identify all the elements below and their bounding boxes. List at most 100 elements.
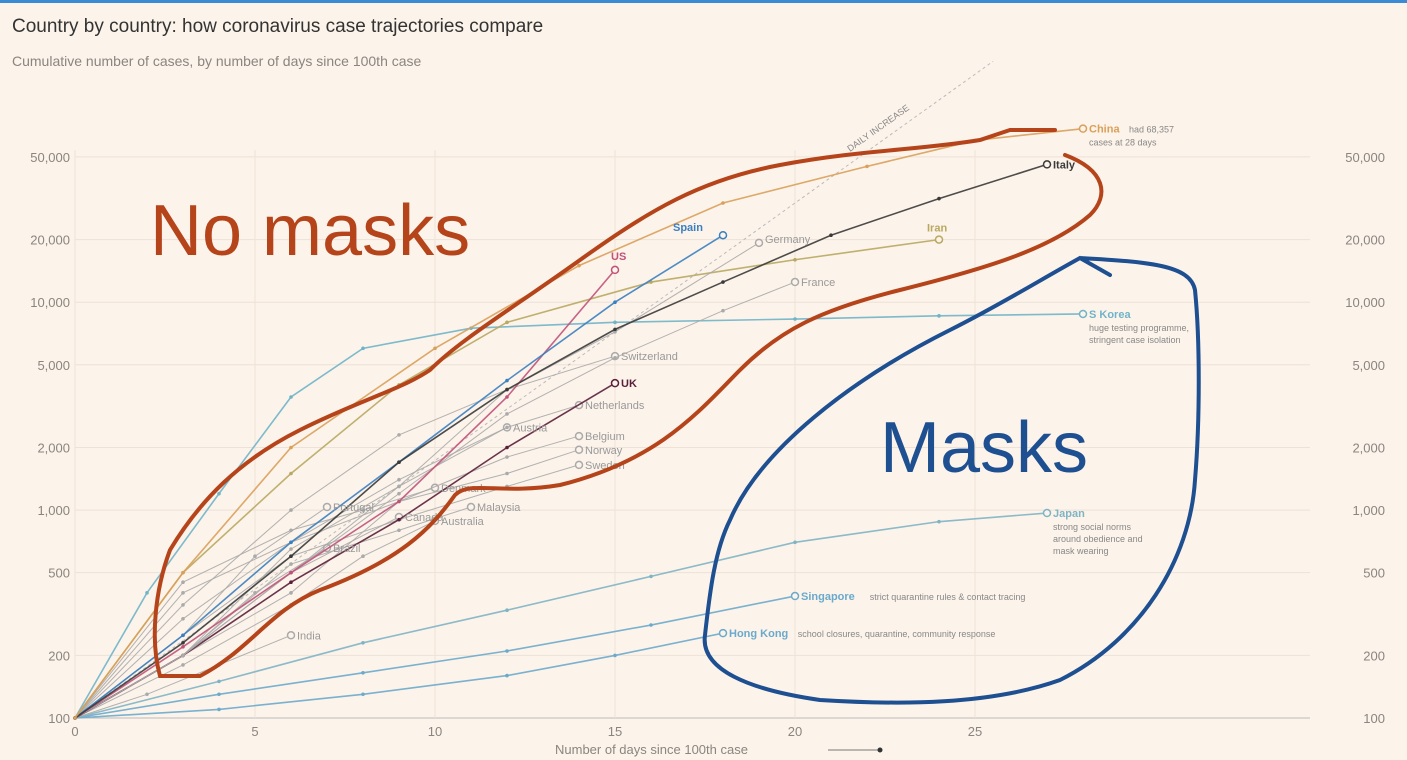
series-label: Singapore: [801, 591, 855, 603]
reference-line: [74, 61, 994, 719]
series-endpoint: [754, 238, 764, 248]
series-endpoint: [1042, 160, 1052, 169]
x-tick-label: 0: [71, 724, 78, 739]
y-tick-label-left: 200: [48, 648, 70, 663]
series-note: huge testing programme,: [1089, 323, 1189, 333]
data-point: [361, 692, 365, 697]
series-endpoint: [322, 502, 332, 512]
data-point: [181, 603, 185, 607]
series-labels: Hong Kong school closures, quarantine, co…: [297, 124, 1189, 643]
series-label: Netherlands: [585, 400, 645, 412]
series-label: Hong Kong: [729, 628, 788, 640]
x-tick-label: 15: [608, 724, 622, 739]
data-point: [505, 387, 509, 392]
data-point: [505, 649, 509, 653]
data-point: [289, 445, 293, 450]
x-axis-arrow: [828, 747, 883, 753]
data-point: [181, 570, 185, 575]
series-endpoint: [610, 265, 620, 275]
series-note: stringent case isolation: [1089, 335, 1181, 345]
data-point: [721, 280, 725, 284]
data-point: [937, 314, 941, 318]
data-point: [181, 663, 185, 667]
data-point: [289, 508, 293, 512]
data-point: [649, 574, 653, 579]
data-point: [253, 554, 257, 559]
data-point: [289, 547, 293, 551]
series-endpoint: [934, 235, 944, 244]
data-point: [73, 716, 77, 720]
data-point: [433, 346, 437, 351]
data-point: [397, 517, 401, 522]
series-line-us: [74, 269, 616, 719]
series-label: S Korea: [1089, 309, 1131, 321]
data-point: [397, 433, 401, 437]
series-note: around obedience and: [1053, 534, 1143, 544]
y-tick-label-right: 5,000: [1352, 358, 1385, 373]
series-label: Brazil: [333, 543, 361, 555]
data-point: [289, 554, 293, 559]
data-point: [289, 562, 293, 566]
series-line-norway: [74, 449, 580, 719]
data-point: [217, 491, 221, 496]
series-label: Iran: [927, 223, 947, 235]
series-label: Switzerland: [621, 351, 678, 363]
data-point: [145, 692, 149, 697]
series-endpoint: [1078, 124, 1088, 133]
data-point: [793, 317, 797, 321]
series-line-india: [74, 634, 292, 719]
series-note: cases at 28 days: [1089, 138, 1157, 148]
data-point: [613, 356, 617, 360]
data-point: [505, 425, 509, 430]
data-point: [397, 460, 401, 464]
data-point: [613, 330, 617, 334]
data-point: [721, 308, 725, 313]
data-point: [181, 645, 185, 649]
series-label: China: [1089, 124, 1120, 136]
series-line-singapore: [74, 595, 796, 719]
data-point: [793, 257, 797, 262]
data-point: [181, 617, 185, 621]
series-label: India: [297, 630, 322, 642]
no-masks-annotation: No masks: [150, 191, 470, 271]
data-point: [289, 471, 293, 476]
series-label: UK: [621, 378, 637, 390]
data-point: [505, 395, 509, 399]
series-endpoint: [574, 460, 584, 470]
series-line-iran: [74, 238, 940, 719]
data-point: [181, 653, 185, 658]
y-tick-label-left: 50,000: [30, 150, 70, 165]
series-label: Malaysia: [477, 502, 521, 514]
series-endpoint: [790, 591, 800, 601]
y-tick-label-right: 500: [1363, 566, 1385, 581]
data-point: [505, 608, 509, 613]
y-tick-label-left: 5,000: [37, 358, 70, 373]
data-point: [649, 623, 653, 627]
series-line-hong-kong: [74, 632, 724, 719]
x-tick-label: 25: [968, 724, 982, 739]
series-line-italy: [74, 163, 1048, 719]
data-point: [361, 346, 365, 351]
x-axis-label: Number of days since 100th case: [555, 742, 748, 757]
data-point: [289, 591, 293, 595]
data-point: [361, 670, 365, 675]
data-point: [505, 471, 509, 476]
chart-subtitle: Cumulative number of cases, by number of…: [12, 53, 422, 69]
series-line-spain: [74, 234, 724, 719]
data-point: [865, 164, 869, 169]
y-tick-label-left: 100: [48, 711, 70, 726]
series-note: had 68,357: [1129, 125, 1174, 135]
series-endpoint: [1078, 309, 1088, 319]
series-label: Italy: [1053, 159, 1076, 171]
series-label: Japan: [1053, 508, 1085, 520]
reference-line-label: DAILY INCREASE: [845, 103, 911, 154]
series-endpoint: [1042, 508, 1052, 518]
data-point: [937, 196, 941, 201]
series-endpoint: [286, 631, 296, 640]
series-note: school closures, quarantine, community r…: [798, 629, 996, 639]
data-point: [217, 679, 221, 684]
data-point: [217, 692, 221, 697]
y-tick-label-left: 500: [48, 566, 70, 581]
series-endpoint: [574, 445, 584, 455]
data-point: [397, 477, 401, 482]
